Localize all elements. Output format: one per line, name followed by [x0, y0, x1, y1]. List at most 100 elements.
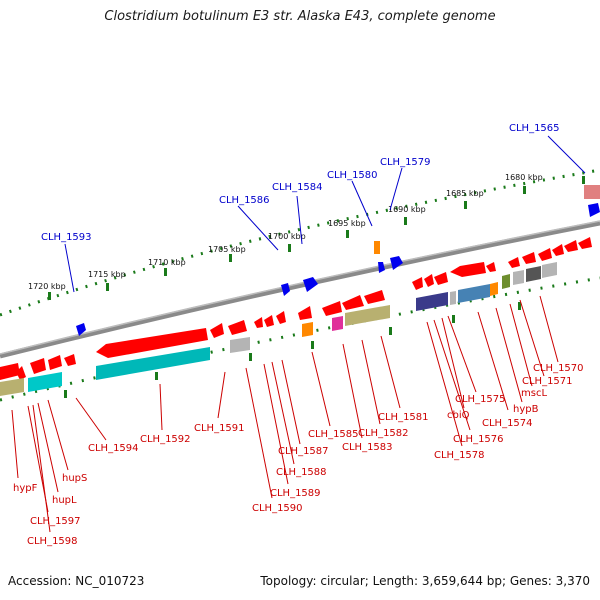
gene-label[interactable]: CLH_1576: [453, 434, 504, 445]
gene-label[interactable]: CLH_1593: [41, 232, 92, 243]
gene-label[interactable]: CLH_1598: [27, 536, 78, 547]
gene-block[interactable]: [450, 291, 456, 305]
gene-arrow[interactable]: [486, 262, 496, 272]
gene-block[interactable]: [526, 266, 541, 282]
gene-arrow[interactable]: [228, 320, 247, 335]
gene-arrow[interactable]: [450, 262, 486, 277]
gene-block[interactable]: [28, 372, 62, 392]
gene-label[interactable]: CLH_1582: [358, 428, 409, 439]
callout-line: [296, 195, 303, 245]
gene-arrow[interactable]: [96, 328, 208, 358]
gene-label[interactable]: CLH_1570: [533, 363, 584, 374]
gene-label[interactable]: CLH_1589: [270, 488, 321, 499]
gene-block[interactable]: [513, 270, 524, 285]
gene-arrow[interactable]: [276, 311, 286, 324]
gene-label[interactable]: CLH_1581: [378, 412, 429, 423]
callout-line: [245, 367, 273, 499]
gene-arrow[interactable]: [303, 277, 318, 292]
tick-label: 1715 kbp: [88, 270, 126, 279]
gene-block[interactable]: [458, 284, 490, 303]
gene-block[interactable]: [584, 185, 600, 199]
gene-label[interactable]: CLH_1594: [88, 443, 139, 454]
gene-label[interactable]: hypF: [13, 483, 38, 494]
gene-label[interactable]: CLH_1591: [194, 423, 245, 434]
tick-mark: [155, 372, 158, 380]
tick-mark: [582, 176, 585, 184]
gene-label[interactable]: CLH_1579: [380, 157, 431, 168]
callout-line: [351, 180, 373, 227]
gene-arrow[interactable]: [424, 274, 434, 287]
gene-block[interactable]: [230, 337, 250, 353]
gene-label[interactable]: mscL: [521, 388, 547, 399]
function-class-track: [0, 262, 557, 396]
gene-label[interactable]: CLH_1587: [278, 446, 329, 457]
tick-label: 1685 kbp: [446, 189, 484, 198]
callout-line: [539, 295, 559, 363]
gene-arrow[interactable]: [254, 317, 263, 328]
gene-label[interactable]: CLH_1565: [509, 123, 560, 134]
gene-label[interactable]: CLH_1571: [522, 376, 573, 387]
gene-arrow[interactable]: [76, 323, 86, 336]
gene-arrow[interactable]: [578, 237, 592, 249]
callout-line: [441, 317, 465, 409]
gene-label[interactable]: CLH_1597: [30, 516, 81, 527]
gene-arrow[interactable]: [412, 277, 423, 290]
gene-arrow[interactable]: [30, 358, 46, 374]
gene-block[interactable]: [374, 241, 380, 254]
gene-label[interactable]: CLH_1586: [219, 195, 270, 206]
callout-line: [342, 343, 363, 439]
gene-arrow[interactable]: [0, 363, 20, 380]
gene-label[interactable]: CLH_1588: [276, 467, 327, 478]
gene-label[interactable]: CLH_1578: [434, 450, 485, 461]
gene-label[interactable]: cbiQ: [447, 410, 470, 421]
gene-label[interactable]: CLH_1592: [140, 434, 191, 445]
gene-arrow[interactable]: [210, 323, 224, 338]
gene-label[interactable]: CLH_1585: [308, 429, 359, 440]
tick-mark: [64, 390, 67, 398]
gene-arrow[interactable]: [264, 315, 274, 327]
gene-block[interactable]: [332, 316, 343, 331]
gene-label[interactable]: hupL: [52, 495, 77, 506]
gene-arrow[interactable]: [564, 240, 578, 252]
gene-block[interactable]: [502, 274, 510, 289]
gene-arrow[interactable]: [538, 248, 552, 261]
tick-mark: [389, 327, 392, 335]
top-gene-labels: CLH_1593 CLH_1586 CLH_1584 CLH_1580 CLH_…: [41, 123, 560, 243]
tick-mark: [464, 201, 467, 209]
gene-block[interactable]: [345, 305, 390, 326]
gene-arrow[interactable]: [322, 301, 342, 316]
gene-arrow[interactable]: [508, 257, 520, 268]
gene-arrow[interactable]: [552, 244, 564, 256]
gene-label[interactable]: CLH_1583: [342, 442, 393, 453]
gene-label[interactable]: CLH_1580: [327, 170, 378, 181]
gene-arrow[interactable]: [588, 203, 600, 217]
gene-block[interactable]: [0, 378, 24, 396]
gene-arrow[interactable]: [298, 306, 312, 320]
callout-line: [547, 135, 586, 174]
gene-arrow[interactable]: [16, 366, 26, 380]
gene-arrow[interactable]: [64, 354, 76, 366]
gene-arrow[interactable]: [364, 290, 385, 304]
gene-arrow[interactable]: [48, 355, 62, 370]
gene-block[interactable]: [96, 347, 210, 380]
gene-label[interactable]: CLH_1574: [482, 418, 533, 429]
gene-block[interactable]: [542, 262, 557, 278]
gene-label[interactable]: CLH_1590: [252, 503, 303, 514]
gene-block[interactable]: [302, 322, 313, 337]
gene-arrow[interactable]: [434, 272, 448, 285]
gene-block[interactable]: [490, 282, 498, 296]
callout-line: [495, 307, 523, 403]
gene-arrow[interactable]: [342, 295, 364, 310]
gene-arrow[interactable]: [281, 283, 290, 296]
gene-arrow[interactable]: [522, 252, 536, 264]
gene-arrow[interactable]: [390, 256, 403, 270]
gene-label[interactable]: hupS: [62, 473, 87, 484]
tick-mark: [106, 283, 109, 291]
gene-block[interactable]: [416, 292, 448, 311]
gene-label[interactable]: CLH_1584: [272, 182, 323, 193]
gene-arrow[interactable]: [378, 262, 385, 273]
gene-label[interactable]: CLH_1575: [455, 394, 506, 405]
gene-label[interactable]: hypB: [513, 404, 539, 415]
accession-label: Accession: NC_010723: [8, 574, 145, 588]
